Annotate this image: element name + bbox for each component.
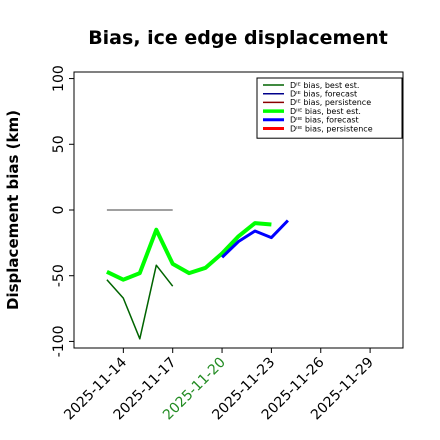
y-tick-label: -100 bbox=[51, 326, 67, 358]
legend-entry: Dᴵᴱ bias, persistence bbox=[290, 98, 371, 107]
y-axis: 100 50 0 -50 -100 bbox=[51, 65, 74, 357]
y-tick-label: 100 bbox=[51, 65, 67, 92]
y-tick-label: 50 bbox=[51, 135, 67, 153]
chart-title: Bias, ice edge displacement bbox=[88, 27, 388, 49]
y-tick-label: -50 bbox=[51, 264, 67, 287]
series-line-0 bbox=[106, 264, 174, 340]
legend-entry: Dᴵᴵᴱ bias, forecast bbox=[290, 116, 359, 125]
series-line-4 bbox=[221, 219, 289, 259]
series-layer bbox=[106, 209, 289, 340]
series-line-3 bbox=[106, 221, 272, 282]
legend-entry: Dᴵᴵᴱ bias, best est. bbox=[290, 107, 361, 116]
y-tick-label: 0 bbox=[51, 206, 67, 215]
x-axis: 2025-11-142025-11-172025-11-202025-11-23… bbox=[61, 348, 377, 423]
legend-entry: Dᴵᴱ bias, forecast bbox=[290, 90, 357, 99]
legend: Dᴵᴱ bias, best est.Dᴵᴱ bias, forecastDᴵᴱ… bbox=[256, 77, 403, 139]
y-axis-label: Displacement bias (km) bbox=[4, 110, 22, 310]
legend-entry: Dᴵᴱ bias, best est. bbox=[290, 81, 359, 90]
legend-entry: Dᴵᴵᴱ bias, persistence bbox=[290, 124, 373, 133]
